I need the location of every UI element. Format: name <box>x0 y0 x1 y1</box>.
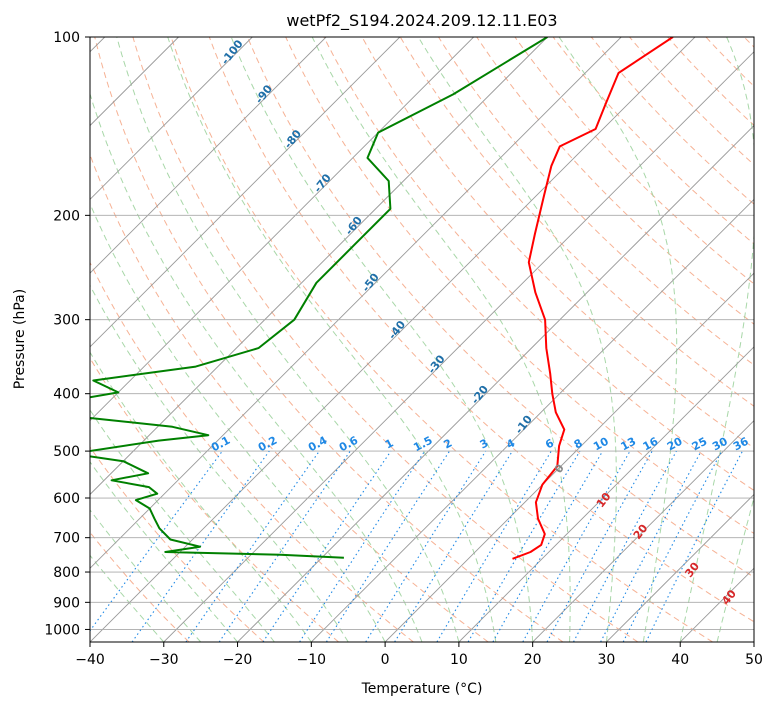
dry-adiabat-line <box>399 37 754 407</box>
y-tick-label: 600 <box>53 491 80 507</box>
mixing-ratio-line <box>492 450 604 642</box>
dry-adiabat-line <box>90 446 265 642</box>
mixing-ratio-line <box>185 450 320 642</box>
mixing-ratio-line <box>394 450 513 642</box>
moist-adiabat-line <box>417 37 617 642</box>
mixing-ratio-line <box>436 450 552 642</box>
isotherm-line <box>532 420 754 642</box>
isotherm-line <box>90 37 622 569</box>
moist-adiabat-line <box>311 37 571 642</box>
x-tick-label: 50 <box>745 652 763 668</box>
dewpoint-profile-line <box>90 37 548 559</box>
chart-title: wetPf2_S194.2024.209.12.11.E03 <box>286 11 557 31</box>
dry-adiabat-line <box>94 37 564 642</box>
mixing-ratio-label: 20 <box>665 435 685 454</box>
isotherm-line <box>90 37 474 422</box>
x-tick-label: −10 <box>297 652 327 668</box>
mixing-ratio-line <box>573 450 677 642</box>
mixing-ratio-label: 30 <box>710 435 730 454</box>
isotherm-line <box>237 124 754 642</box>
isotherm-line <box>163 51 754 642</box>
x-tick-label: 0 <box>381 652 390 668</box>
isobars <box>90 37 754 630</box>
isotherm-line <box>606 493 754 642</box>
x-tick-label: 20 <box>524 652 542 668</box>
moist-adiabat-line <box>90 509 202 642</box>
isotherm-line <box>90 37 548 496</box>
moist-adiabat-line <box>679 37 754 642</box>
mixing-ratio-line <box>365 450 487 642</box>
series-layer <box>90 37 674 560</box>
mixing-ratio-label: 36 <box>731 435 751 454</box>
moist-adiabat-line <box>230 37 534 642</box>
dry-adiabat-line <box>90 261 414 642</box>
dry-adiabat-line <box>323 37 754 492</box>
mixing-ratio-line <box>467 450 581 642</box>
dry-adiabat-line <box>552 37 754 245</box>
x-tick-label: −30 <box>149 652 179 668</box>
isotherm-line <box>90 37 401 348</box>
mixing-ratio-label: 16 <box>641 435 661 454</box>
mixing-ratio-label: 10 <box>591 435 611 454</box>
dry-adiabat-line <box>438 37 754 366</box>
mixing-ratio-line <box>90 450 223 632</box>
dry-adiabat-line <box>629 37 754 166</box>
dry-adiabat-line <box>247 37 754 578</box>
y-tick-label: 300 <box>53 313 80 329</box>
moist-adiabat-line <box>90 351 312 642</box>
dry-adiabat-line <box>514 37 754 285</box>
isotherm-line <box>458 346 754 642</box>
moist-adiabat-line <box>558 37 678 642</box>
moist-adiabat-line <box>90 284 349 642</box>
isotherm-line <box>384 272 754 642</box>
x-axis-label: Temperature (°C) <box>361 681 483 697</box>
mixing-ratio-label: 13 <box>619 435 639 454</box>
isotherm-line <box>90 37 327 274</box>
plot-frame <box>89 36 755 643</box>
moist-adiabat-line <box>167 37 497 642</box>
isotherm-line <box>311 198 754 642</box>
x-axis: −40 −30 −20 −10 0 10 20 30 40 50 <box>75 642 763 668</box>
moist-adiabat-line <box>90 554 165 642</box>
x-tick-label: 40 <box>671 652 689 668</box>
plot-area <box>90 37 754 642</box>
y-tick-label: 500 <box>53 444 80 460</box>
mixing-ratio-label: 25 <box>690 435 710 454</box>
y-tick-label: 200 <box>53 208 80 224</box>
moist-adiabat-line <box>716 495 754 642</box>
y-axis: 100 200 300 400 500 600 700 800 900 1000 <box>44 30 90 638</box>
y-tick-label: 800 <box>53 565 80 581</box>
temperature-profile-line <box>512 37 674 560</box>
moist-adiabat-line <box>90 202 386 642</box>
isotherms <box>90 37 754 642</box>
y-tick-label: 1000 <box>44 622 80 638</box>
mixing-ratio-line <box>325 450 450 642</box>
mixing-ratio-line <box>546 450 653 642</box>
y-tick-label: 900 <box>53 595 80 611</box>
isotherm-line <box>90 37 696 642</box>
x-tick-label: −20 <box>223 652 253 668</box>
y-tick-label: 700 <box>53 531 80 547</box>
x-tick-label: −40 <box>75 652 105 668</box>
y-tick-label: 400 <box>53 387 80 403</box>
mixing-ratio-line <box>299 450 426 642</box>
y-axis-label: Pressure (hPa) <box>12 289 28 389</box>
dry-adiabat-line <box>132 37 639 642</box>
x-tick-label: 10 <box>450 652 468 668</box>
x-tick-label: 30 <box>598 652 616 668</box>
y-tick-label: 100 <box>53 30 80 46</box>
moist-adiabat-line <box>90 92 423 642</box>
mixing-ratio-line <box>522 450 631 642</box>
dry-adiabat-line <box>208 37 754 623</box>
isotherm-line <box>90 37 253 200</box>
